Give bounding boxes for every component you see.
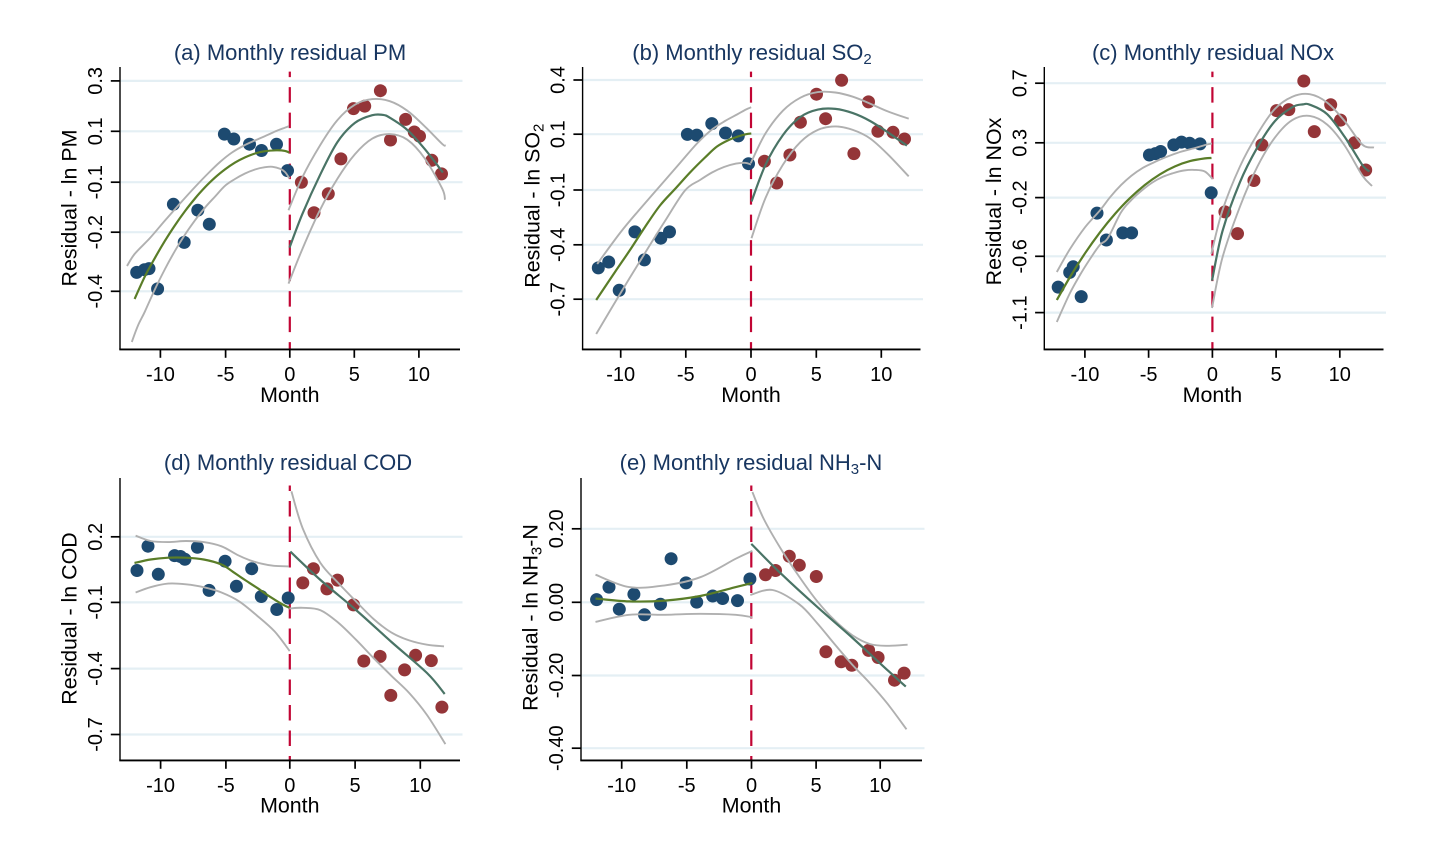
svg-text:-0.2: -0.2 <box>85 215 107 249</box>
svg-text:-10: -10 <box>607 775 636 797</box>
svg-text:-5: -5 <box>677 364 695 386</box>
svg-text:-5: -5 <box>678 775 696 797</box>
svg-text:-0.1: -0.1 <box>85 165 107 199</box>
svg-text:0: 0 <box>1207 364 1218 386</box>
svg-text:Residual - ln SO2: Residual - ln SO2 <box>521 124 548 288</box>
svg-text:-0.1: -0.1 <box>548 173 570 207</box>
svg-text:0: 0 <box>284 364 295 386</box>
svg-text:(d) Monthly residual COD: (d) Monthly residual COD <box>164 450 412 475</box>
svg-text:Month: Month <box>260 383 319 407</box>
svg-text:-10: -10 <box>1070 364 1099 386</box>
svg-text:Month: Month <box>260 794 319 818</box>
svg-text:0.2: 0.2 <box>85 523 107 551</box>
svg-text:5: 5 <box>1271 364 1282 386</box>
svg-text:0.4: 0.4 <box>548 66 570 94</box>
svg-text:Residual - ln PM: Residual - ln PM <box>58 130 82 287</box>
svg-text:-5: -5 <box>217 775 235 797</box>
svg-text:0: 0 <box>746 775 757 797</box>
svg-text:Residual - ln NOx: Residual - ln NOx <box>982 117 1006 285</box>
svg-text:0.00: 0.00 <box>546 583 568 622</box>
svg-text:0: 0 <box>284 775 295 797</box>
svg-text:0.3: 0.3 <box>1009 129 1031 157</box>
svg-text:-0.2: -0.2 <box>1009 180 1031 214</box>
svg-text:-0.4: -0.4 <box>85 274 107 308</box>
svg-text:0.1: 0.1 <box>85 117 107 145</box>
svg-text:-0.6: -0.6 <box>1009 239 1031 273</box>
svg-text:-1.1: -1.1 <box>1009 295 1031 329</box>
svg-text:10: 10 <box>1329 364 1351 386</box>
svg-text:Residual - ln COD: Residual - ln COD <box>58 532 82 704</box>
svg-text:0.1: 0.1 <box>548 120 570 148</box>
svg-text:0.3: 0.3 <box>85 67 107 95</box>
svg-text:0.20: 0.20 <box>546 509 568 548</box>
svg-text:-10: -10 <box>146 775 175 797</box>
svg-text:Month: Month <box>1183 383 1242 407</box>
svg-text:5: 5 <box>811 775 822 797</box>
svg-text:5: 5 <box>350 775 361 797</box>
svg-text:5: 5 <box>811 364 822 386</box>
svg-text:-0.40: -0.40 <box>546 725 568 771</box>
svg-text:-0.1: -0.1 <box>85 585 107 619</box>
svg-text:-0.7: -0.7 <box>548 282 570 316</box>
svg-text:-0.20: -0.20 <box>546 653 568 699</box>
svg-text:10: 10 <box>870 364 892 386</box>
svg-text:-5: -5 <box>217 364 235 386</box>
svg-text:(a) Monthly residual PM: (a) Monthly residual PM <box>174 40 406 65</box>
svg-text:Residual - ln NH3-N: Residual - ln NH3-N <box>519 524 546 711</box>
svg-text:-10: -10 <box>146 364 175 386</box>
svg-text:-0.4: -0.4 <box>548 228 570 262</box>
svg-text:10: 10 <box>869 775 891 797</box>
svg-text:(e) Monthly residual NH3-N: (e) Monthly residual NH3-N <box>620 450 883 478</box>
svg-text:-10: -10 <box>606 364 635 386</box>
svg-text:(b) Monthly residual SO2: (b) Monthly residual SO2 <box>632 40 871 68</box>
svg-text:Month: Month <box>721 383 780 407</box>
svg-text:10: 10 <box>409 775 431 797</box>
svg-text:0: 0 <box>745 364 756 386</box>
svg-text:-0.7: -0.7 <box>85 717 107 751</box>
svg-text:-0.4: -0.4 <box>85 651 107 685</box>
svg-text:Month: Month <box>722 794 781 818</box>
svg-text:0.7: 0.7 <box>1009 69 1031 97</box>
svg-text:-5: -5 <box>1140 364 1158 386</box>
svg-text:(c) Monthly residual NOx: (c) Monthly residual NOx <box>1092 40 1334 65</box>
svg-text:10: 10 <box>408 364 430 386</box>
svg-text:5: 5 <box>349 364 360 386</box>
